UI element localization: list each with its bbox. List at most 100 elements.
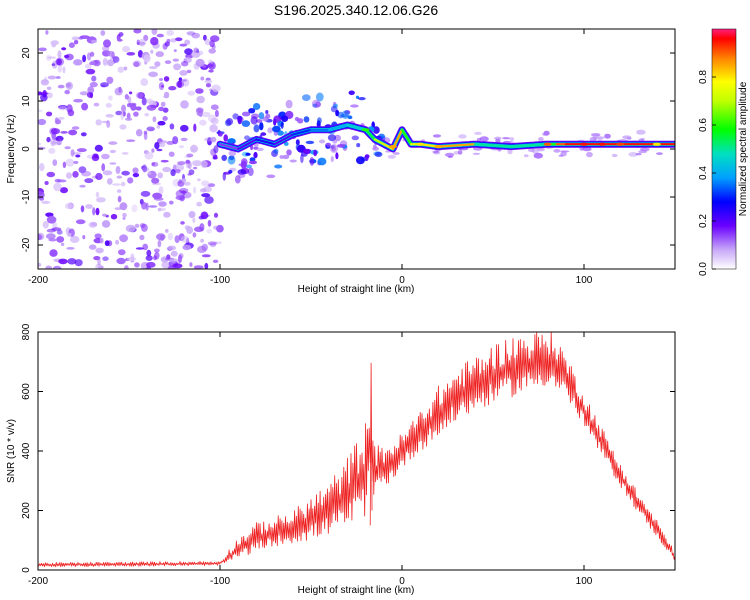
spectrogram-noise-blob <box>200 238 205 243</box>
spectrogram-noise-blob <box>46 111 53 117</box>
spectrogram-noise-blob <box>104 240 110 247</box>
spectrogram-noise-blob <box>112 56 120 63</box>
spectrogram-noise-blob <box>135 129 143 137</box>
spectrogram-noise-blob <box>95 119 102 126</box>
spectrogram-noise-blob <box>73 160 79 164</box>
snr-xtick-label: 0 <box>399 576 405 587</box>
spectrogram-ridge-segment <box>273 133 294 146</box>
spectrogram-noise-blob <box>132 167 139 174</box>
spectrogram-noise-blob <box>71 36 80 41</box>
spectrogram-transition-blob <box>221 154 227 161</box>
spectrogram-noise-blob <box>151 29 158 35</box>
spectrogram-noise-blob <box>191 32 200 39</box>
spectrogram-noise-blob <box>75 154 81 158</box>
spectrogram-noise-blob <box>50 128 61 135</box>
spectrogram-noise-blob <box>125 224 136 233</box>
spectrogram-noise-blob <box>160 85 164 88</box>
spectrogram-noise-blob <box>119 202 128 211</box>
spectrogram-noise-blob <box>163 76 170 82</box>
spectrogram-noise-blob <box>80 205 85 213</box>
spectrogram-noise-blob <box>142 164 148 173</box>
spectrogram-transition-blob <box>302 148 312 154</box>
spectrogram-noise-blob <box>189 262 193 267</box>
spectrogram-noise-blob <box>58 106 68 111</box>
spectrogram-noise-blob <box>204 38 210 46</box>
spectrogram-noise-blob <box>88 244 97 250</box>
spectrogram-noise-blob <box>57 84 65 89</box>
spectrogram-noise-blob <box>101 153 110 160</box>
spectrogram-noise-blob <box>181 61 189 67</box>
spectrogram-noise-blob <box>108 95 113 101</box>
spectrogram-ridge-segment <box>218 143 240 151</box>
spectrogram-ridge-segment <box>255 138 276 146</box>
spectrogram-transition-blob <box>266 174 276 179</box>
spectrogram-noise-blob <box>179 43 187 47</box>
spectrogram-noise-blob <box>173 63 182 71</box>
spectrogram-transition-blob <box>374 151 383 158</box>
spectrogram-noise-blob <box>179 70 188 76</box>
spectrogram-noise-blob <box>135 92 144 99</box>
spectrogram-transition-blob <box>218 131 223 137</box>
spectrogram-noise-blob <box>169 123 175 130</box>
spectrogram-noise-blob <box>77 148 87 153</box>
spectrogram-xtick-label: 100 <box>576 275 593 286</box>
spectrogram-noise-blob <box>174 163 185 172</box>
spectrogram-transition-blob <box>331 145 336 152</box>
spectrogram-noise-blob <box>38 234 43 241</box>
spectrogram-noise-blob <box>187 90 195 96</box>
spectrogram-noise-blob <box>154 248 160 253</box>
spectrogram-noise-blob <box>208 48 216 54</box>
spectrogram-noise-blob <box>179 79 187 82</box>
snr-ytick-label: 600 <box>21 383 32 400</box>
spectrogram-noise-blob <box>207 183 216 188</box>
spectrogram-noise-blob <box>174 235 180 244</box>
spectrogram-noise-blob <box>47 75 57 80</box>
spectrogram-noise-blob <box>40 93 48 102</box>
spectrogram-noise-blob <box>186 153 194 158</box>
spectrogram-noise-blob <box>57 117 65 120</box>
spectrogram-noise-blob <box>121 181 126 187</box>
spectrogram-noise-blob <box>207 63 214 68</box>
spectrogram-noise-blob <box>70 149 75 157</box>
spectrogram-noise-blob <box>58 258 68 265</box>
spectrogram-noise-blob <box>140 190 151 197</box>
spectrogram-noise-blob <box>208 59 213 65</box>
spectrogram-noise-blob <box>117 38 123 42</box>
spectrogram-noise-blob <box>137 50 143 58</box>
spectrogram-noise-blob <box>209 124 218 133</box>
spectrogram-noise-blob <box>38 142 42 146</box>
spectrogram-transition-blob <box>334 134 342 142</box>
spectrogram-noise-blob <box>192 217 196 223</box>
spectrogram-noise-blob <box>133 111 139 117</box>
spectrogram-noise-blob <box>134 262 140 268</box>
spectrogram-transition-blob <box>274 164 283 169</box>
spectrogram-noise-blob <box>167 245 177 251</box>
spectrogram-noise-blob <box>177 254 183 263</box>
spectrogram-noise-blob <box>134 223 140 228</box>
spectrogram-noise-blob <box>193 186 197 194</box>
spectrogram-transition-blob <box>356 143 361 148</box>
snr-xlabel: Height of straight line (km) <box>298 585 415 596</box>
spectrogram-halo-blob <box>591 133 598 137</box>
spectrogram-noise-blob <box>201 193 211 198</box>
spectrogram-halo-blob <box>479 136 489 142</box>
spectrogram-noise-blob <box>38 91 43 96</box>
spectrogram-noise-blob <box>188 211 196 219</box>
spectrogram-transition-blob <box>281 115 289 122</box>
spectrogram-noise-blob <box>63 54 70 59</box>
spectrogram-noise-blob <box>197 50 204 56</box>
spectrogram-noise-blob <box>57 50 62 59</box>
spectrogram-noise-blob <box>95 172 103 181</box>
spectrogram-noise-blob <box>65 82 72 88</box>
spectrogram-transition-blob <box>340 114 349 118</box>
spectrogram-noise-blob <box>161 261 170 269</box>
spectrogram-noise-blob <box>66 172 72 179</box>
spectrogram-noise-blob <box>128 91 133 95</box>
chart-title: S196.2025.340.12.06.G26 <box>274 2 438 18</box>
spectrogram-noise-blob <box>90 222 98 227</box>
spectrogram-xtick-label: 0 <box>399 275 405 286</box>
spectrogram-noise-blob <box>101 163 106 172</box>
spectrogram-noise-blob <box>46 54 52 62</box>
spectrogram-noise-blob <box>208 69 214 73</box>
colorbar-label: Normalized spectral amplitude <box>738 81 749 216</box>
